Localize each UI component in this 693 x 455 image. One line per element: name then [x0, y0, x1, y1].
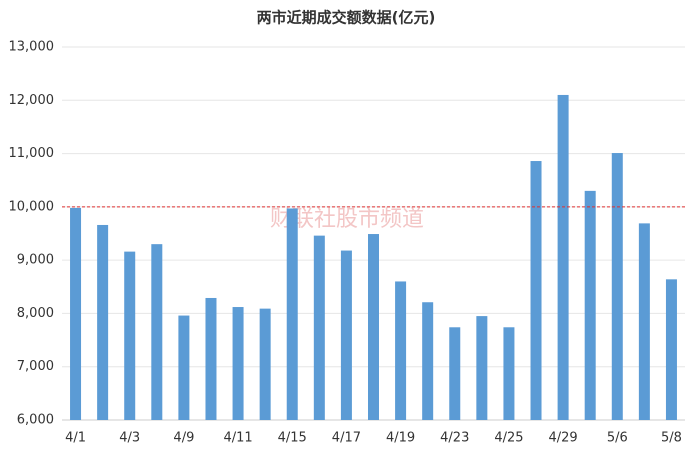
bar [178, 315, 190, 420]
x-tick-label: 4/19 [386, 431, 415, 446]
x-tick-label: 4/29 [549, 431, 578, 446]
x-tick-label: 4/17 [332, 431, 361, 446]
x-tick-label: 4/15 [278, 431, 307, 446]
bar [340, 250, 352, 420]
bar [476, 316, 488, 420]
x-tick-label: 4/11 [223, 431, 252, 446]
bar [665, 279, 677, 420]
bar [449, 327, 461, 420]
bar [286, 208, 298, 420]
x-tick-label: 4/25 [494, 431, 523, 446]
y-tick-label: 12,000 [9, 93, 55, 108]
bar [368, 234, 379, 420]
y-tick-label: 6,000 [17, 413, 54, 428]
y-tick-label: 11,000 [9, 146, 55, 161]
x-tick-label: 4/9 [173, 431, 194, 446]
x-tick-label: 5/8 [661, 431, 682, 446]
x-tick-label: 5/6 [607, 431, 628, 446]
bar [70, 207, 82, 420]
y-tick-label: 10,000 [9, 199, 55, 214]
y-tick-label: 8,000 [17, 306, 54, 321]
bar [205, 297, 217, 420]
y-tick-label: 7,000 [17, 359, 54, 374]
x-tick-label: 4/3 [119, 431, 140, 446]
bar [232, 307, 244, 420]
bar [611, 153, 623, 420]
bar [313, 235, 325, 420]
bar [259, 308, 271, 420]
x-tick-label: 4/23 [440, 431, 469, 446]
bar [422, 302, 434, 420]
bar [638, 223, 650, 420]
bar [151, 244, 163, 420]
bar [97, 224, 109, 420]
bar [530, 161, 542, 420]
bar [395, 281, 407, 420]
bar [557, 94, 569, 420]
bar [124, 251, 136, 420]
y-tick-label: 13,000 [9, 40, 55, 55]
bar [584, 190, 596, 420]
bar [503, 327, 515, 420]
y-tick-label: 9,000 [17, 253, 54, 268]
x-tick-label: 4/1 [65, 431, 86, 446]
chart-title: 两市近期成交额数据(亿元) [257, 9, 436, 27]
